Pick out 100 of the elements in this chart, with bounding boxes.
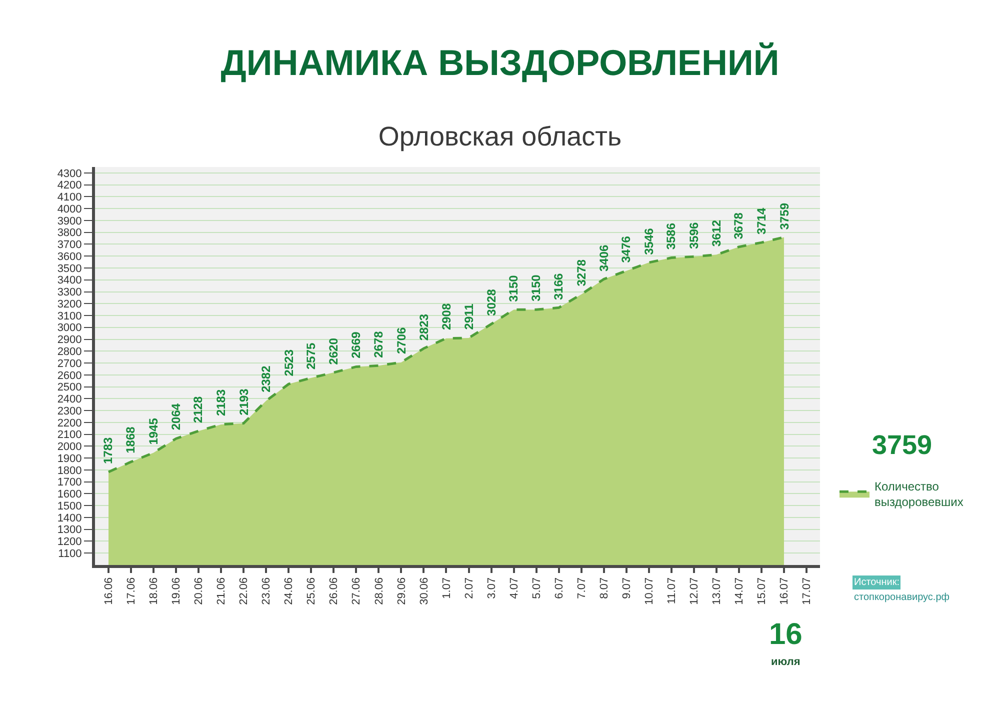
x-tick-label: 19.06	[170, 577, 183, 605]
y-tick-label: 1800	[57, 464, 82, 477]
x-tick-label: 14.07	[734, 577, 746, 605]
x-tick-label: 4.07	[508, 577, 520, 599]
data-label: 3714	[754, 208, 768, 235]
data-label: 2523	[282, 349, 296, 376]
data-label: 3612	[709, 220, 724, 247]
y-tick-label: 1900	[57, 452, 82, 465]
y-tick-label: 2200	[57, 417, 82, 430]
x-tick-label: 2.07	[463, 577, 476, 599]
y-tick-label: 2500	[57, 382, 82, 394]
x-tick-label: 24.06	[283, 577, 296, 605]
y-tick-label: 4200	[57, 180, 82, 192]
data-label: 2382	[258, 365, 273, 392]
text: 16	[769, 618, 802, 651]
data-label: 2183	[214, 389, 228, 416]
x-tick-label: 11.07	[666, 577, 678, 604]
y-tick-label: 3300	[57, 286, 82, 299]
text: Источник:	[854, 577, 900, 588]
y-tick-label: 3200	[57, 298, 82, 310]
data-label: 3278	[574, 259, 588, 286]
y-tick-label: 2600	[57, 370, 82, 382]
x-tick-label: 15.07	[756, 577, 768, 605]
chart-subtitle: Орловская область	[378, 121, 622, 152]
data-label: 3150	[529, 274, 544, 302]
text: 3759	[872, 430, 932, 460]
data-label: 2128	[191, 396, 206, 424]
data-label: 2669	[348, 331, 363, 358]
y-tick-label: 2900	[57, 334, 82, 346]
y-tick-label: 2100	[57, 429, 82, 442]
y-tick-label: 4300	[57, 168, 82, 180]
x-tick-label: 13.07	[711, 577, 724, 605]
x-tick-label: 7.07	[576, 577, 588, 599]
x-tick-label: 20.06	[193, 577, 206, 605]
x-tick-label: 17.07	[801, 577, 814, 605]
x-tick-label: 10.07	[643, 577, 656, 605]
x-tick-label: 18.06	[148, 577, 160, 605]
data-label: 2193	[236, 388, 251, 416]
y-tick-label: 3000	[57, 322, 82, 334]
data-label: 3150	[506, 274, 521, 302]
y-tick-label: 3100	[57, 310, 82, 322]
x-tick-label: 3.07	[486, 577, 498, 599]
text: стопкоронавирус.рф	[854, 592, 950, 603]
y-tick-label: 1700	[57, 476, 82, 489]
legend-label: Количество выздоровевших	[874, 479, 964, 510]
y-tick-label: 1600	[57, 488, 82, 501]
data-label: 2678	[372, 330, 386, 358]
data-label: 2823	[416, 314, 431, 341]
y-tick-label: 4000	[57, 203, 82, 216]
data-label: 3586	[664, 222, 678, 250]
x-tick-label: 8.07	[598, 577, 610, 599]
text: июля	[771, 656, 800, 668]
y-tick-label: 2000	[57, 441, 82, 454]
x-tick-label: 25.06	[306, 577, 318, 605]
data-label: 2064	[168, 403, 183, 430]
x-tick-label: 22.06	[238, 577, 250, 605]
y-tick-label: 2400	[57, 394, 82, 406]
data-label: 2908	[439, 303, 454, 330]
x-tick-label: 1.07	[440, 577, 453, 599]
data-label: 3546	[642, 228, 656, 255]
data-label: 1868	[124, 426, 138, 454]
data-label: 1783	[101, 436, 116, 464]
data-label: 2575	[304, 342, 318, 370]
data-label: 3166	[552, 272, 566, 300]
y-tick-label: 3500	[57, 262, 82, 275]
x-tick-label: 9.07	[620, 577, 633, 599]
x-tick-label: 23.06	[260, 577, 273, 605]
data-label: 2911	[462, 303, 476, 330]
y-tick-label: 3400	[57, 274, 82, 287]
y-tick-label: 3800	[57, 227, 82, 240]
y-tick-label: 2800	[57, 346, 82, 358]
x-tick-label: 30.06	[418, 577, 430, 605]
x-tick-label: 26.06	[328, 577, 340, 605]
x-tick-label: 29.06	[396, 577, 408, 605]
y-tick-label: 1100	[58, 548, 82, 560]
y-tick-label: 1200	[57, 536, 82, 548]
data-label: 3406	[597, 244, 612, 272]
data-label: 3596	[686, 222, 701, 249]
data-label: 1945	[146, 418, 160, 445]
y-tick-label: 3900	[57, 215, 82, 228]
y-tick-label: 2300	[57, 405, 82, 418]
x-tick-label: 27.06	[350, 577, 363, 605]
data-label: 3476	[619, 236, 634, 263]
data-label: 3028	[484, 288, 499, 316]
chart-title: ДИНАМИКА ВЫЗДОРОВЛЕНИЙ	[220, 42, 780, 84]
y-tick-label: 2700	[57, 358, 82, 370]
x-tick-label: 5.07	[530, 577, 543, 599]
y-tick-label: 4100	[57, 192, 82, 204]
y-tick-label: 1400	[57, 512, 82, 524]
y-tick-label: 1500	[57, 500, 82, 512]
x-tick-label: 21.06	[216, 577, 228, 605]
y-tick-label: 3700	[57, 239, 82, 252]
data-label: 3759	[777, 202, 792, 230]
x-tick-label: 17.06	[126, 577, 138, 605]
data-label: 3678	[732, 212, 746, 240]
x-tick-label: 28.06	[373, 577, 386, 605]
x-tick-label: 16.06	[103, 577, 116, 605]
y-tick-label: 1300	[57, 524, 82, 536]
x-tick-label: 12.07	[688, 577, 700, 605]
y-tick-label: 3600	[57, 250, 82, 263]
